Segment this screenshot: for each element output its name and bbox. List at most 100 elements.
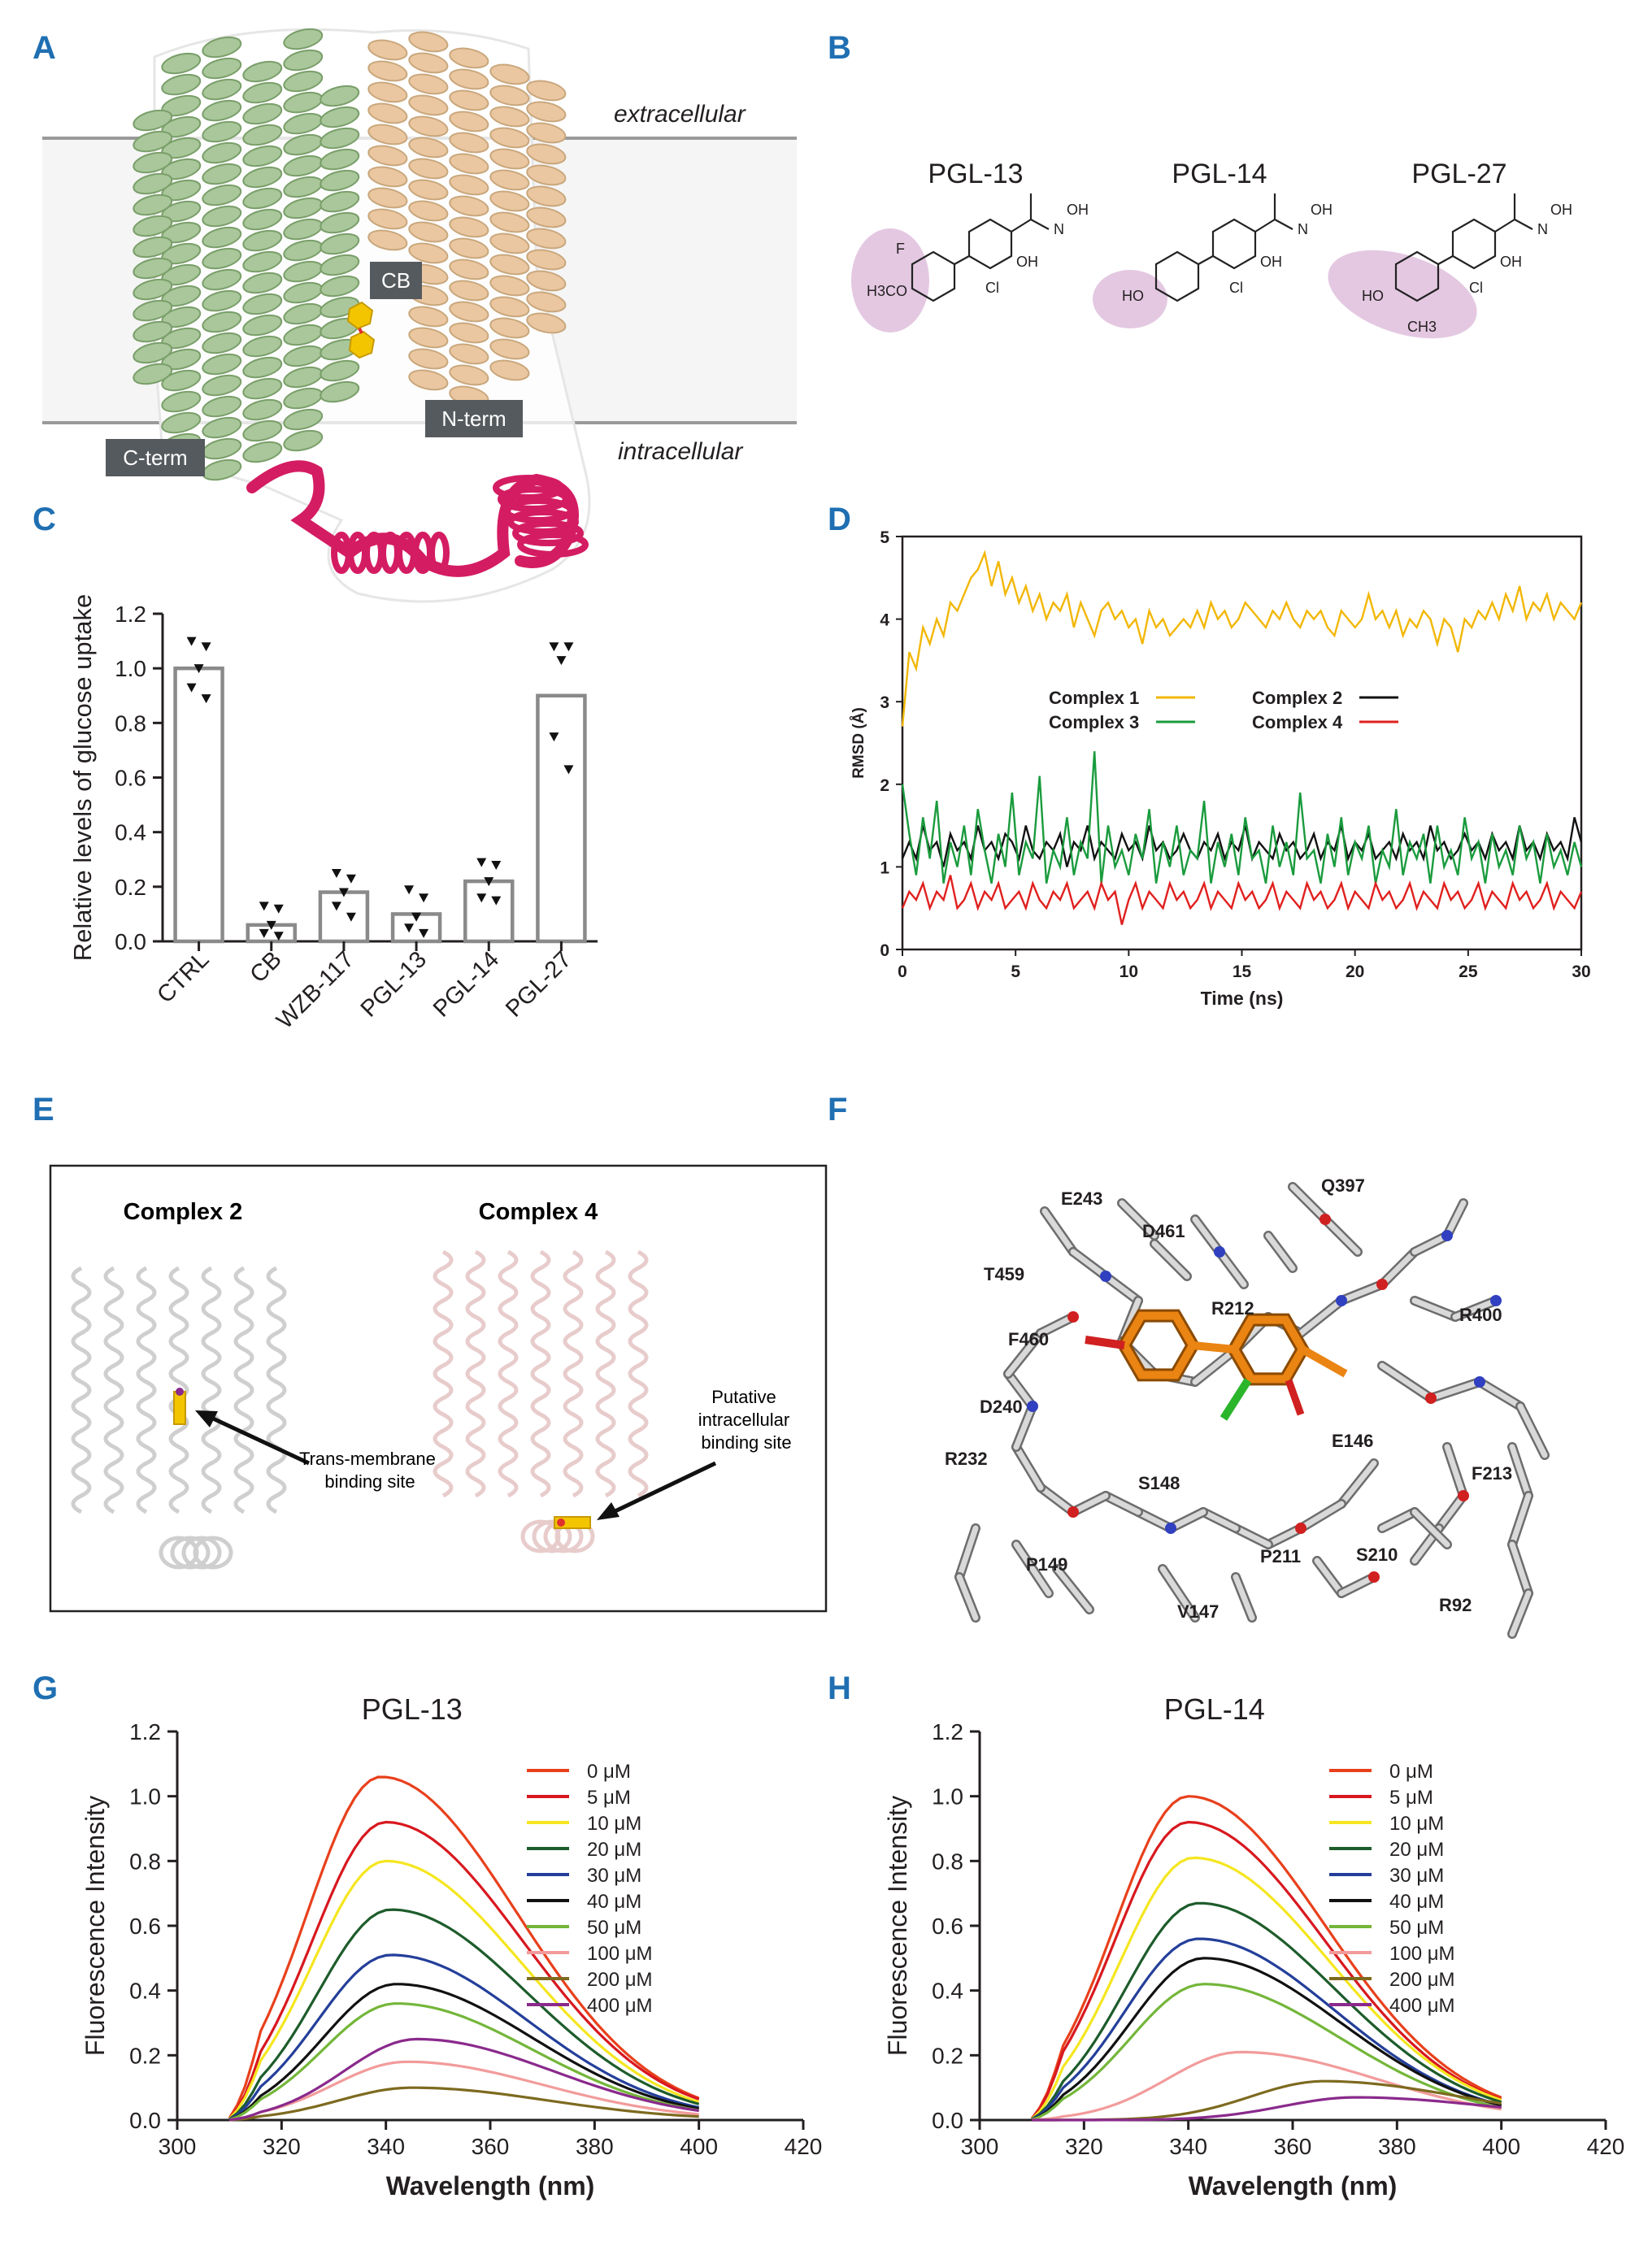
substituent-highlight — [851, 228, 929, 332]
helix-turn-green — [161, 369, 202, 392]
phenol-oh: OH — [1500, 254, 1522, 270]
residue-atom — [1474, 1376, 1485, 1388]
phenol-ring — [1451, 218, 1497, 270]
legend-label: 400 μM — [1389, 1995, 1455, 2017]
series-line-complex-1 — [901, 550, 1583, 727]
x-tick-label: WZB-117 — [272, 946, 359, 1034]
helix-turn-tan — [367, 187, 408, 209]
residue-bond — [1070, 1492, 1109, 1515]
helix-turn-green — [320, 127, 360, 150]
c-term-box — [106, 439, 205, 476]
residue-bond — [1070, 1249, 1109, 1280]
phenol-ring — [967, 218, 1013, 270]
data-point — [338, 888, 349, 897]
ghost-coil — [181, 1536, 222, 1570]
intracellular-note: Putative intracellular binding site — [698, 1387, 795, 1453]
helix-turn-tan — [449, 280, 489, 302]
transmembrane-note: Trans-membrane binding site — [299, 1449, 441, 1492]
data-point — [331, 869, 341, 879]
y-tick-label: 0.0 — [129, 2108, 161, 2133]
helix-turn-green — [133, 130, 173, 153]
y-tick-label: 1.0 — [129, 1784, 161, 1810]
helix-turn-tan — [489, 232, 530, 254]
residue-bond — [1509, 1590, 1532, 1637]
data-point — [186, 683, 197, 693]
plot-frame — [901, 535, 1583, 951]
residue-label-s210: S210 — [1356, 1545, 1398, 1565]
helix-turn-green — [320, 359, 360, 382]
data-point — [266, 920, 276, 930]
helix-turn-tan — [449, 259, 489, 280]
data-point — [476, 893, 487, 903]
helix-turn-green — [161, 73, 202, 96]
helix-turn-tan — [526, 164, 567, 186]
helix-turn-green — [133, 257, 173, 280]
residue-label-q397: Q397 — [1321, 1175, 1365, 1196]
series-line-complex-4 — [901, 875, 1583, 925]
legend-label: 40 μM — [587, 1891, 641, 1913]
x-tick-label: 400 — [680, 2134, 718, 2159]
helix-turn-tan — [367, 81, 408, 103]
helix-turn-green — [320, 169, 360, 192]
helix-turn-tan — [408, 200, 449, 222]
substituent-highlight — [1328, 250, 1477, 339]
helix-turn-green — [202, 78, 242, 101]
helix-turn-green — [242, 272, 283, 294]
helix-turn-tan — [408, 348, 449, 370]
helix-turn-tan — [449, 216, 489, 238]
x-tick-label: 420 — [1587, 2134, 1625, 2159]
x-tick-label: 0 — [898, 962, 907, 981]
residue-atom — [1067, 1506, 1079, 1518]
helix-turn-tan — [526, 80, 567, 102]
helix-turn-green — [242, 187, 283, 210]
helix-turn-tan — [367, 102, 408, 124]
residue-label-p211: P211 — [1260, 1546, 1301, 1566]
y-tick-label: 1.0 — [932, 1784, 963, 1810]
fluorescence-chart-pgl13: PGL-13 0.0 0.2 0.4 0.6 0.8 1.0 1.2 300 320 340 360 3… — [80, 1692, 822, 2201]
helix-turn-tan — [367, 208, 408, 230]
compound-name: PGL-13 — [928, 159, 1023, 189]
legend-label: Complex 2 — [1252, 688, 1342, 708]
legend-label: 10 μM — [587, 1813, 641, 1835]
data-point — [201, 694, 211, 704]
residue-atom — [1490, 1295, 1502, 1306]
helix-turn-green — [242, 250, 283, 273]
residue-bond — [1005, 1371, 1036, 1410]
compound-name: PGL-27 — [1411, 159, 1506, 189]
helix-turn-green — [283, 28, 324, 50]
residue-bond — [1192, 1216, 1223, 1255]
spectrum-10-μM — [228, 1859, 700, 2120]
residue-bond — [1151, 1240, 1190, 1280]
residue-bond — [1119, 1200, 1158, 1239]
compound-name: PGL-14 — [1172, 159, 1267, 189]
y-tick-label: 0.0 — [115, 929, 146, 954]
spectrum-40-μM — [228, 1983, 700, 2121]
legend-label: 0 μM — [1389, 1761, 1433, 1783]
legend-label: 20 μM — [1389, 1839, 1444, 1861]
helix-turn-tan — [526, 312, 567, 334]
helix-turn-green — [202, 141, 242, 164]
ligand-chloro — [1220, 1378, 1252, 1421]
y-tick-label: 0.4 — [932, 1979, 963, 2004]
helix-turn-tan — [489, 359, 530, 381]
helix-turn-green — [133, 341, 173, 364]
helix-turn-tan — [449, 68, 489, 90]
helix-turn-tan — [367, 60, 408, 82]
data-point — [484, 877, 494, 887]
residue-bond — [1041, 1208, 1076, 1255]
x-axis-label: Wavelength (nm) — [1189, 2171, 1398, 2201]
panel-g-fluorescence: G PGL-13 0.0 0.2 0.4 0.6 0.8 1.0 1.2 300 320 340 36… — [33, 1671, 822, 2201]
data-point — [346, 912, 356, 922]
data-point — [419, 928, 429, 938]
legend-label: 30 μM — [1389, 1865, 1444, 1887]
legend-label: 5 μM — [587, 1787, 631, 1809]
helix-turn-green — [283, 429, 324, 452]
helix-turn-green — [320, 106, 360, 128]
data-point — [491, 860, 502, 870]
helix-turn-green — [202, 226, 242, 249]
helix-turn-tan — [489, 190, 530, 212]
data-point — [331, 902, 341, 911]
y-tick-label: 0.2 — [115, 875, 146, 900]
pink-coil — [517, 532, 589, 558]
